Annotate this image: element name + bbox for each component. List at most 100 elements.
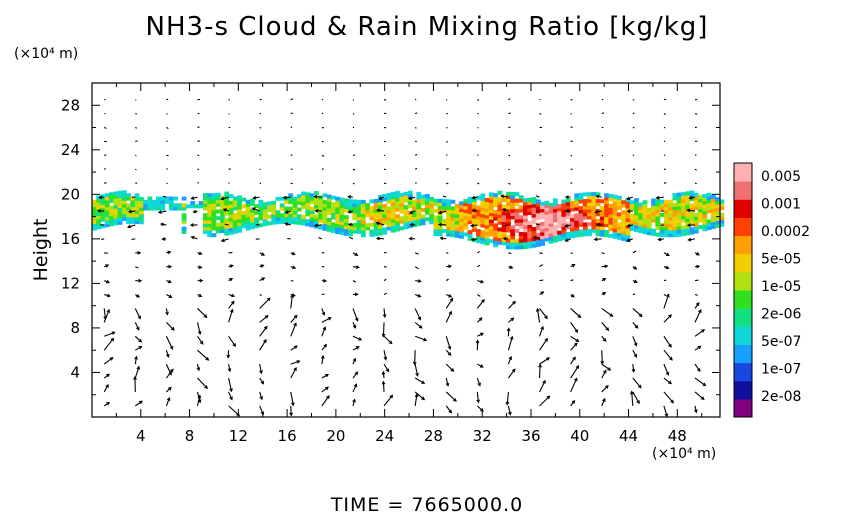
field-cell xyxy=(651,228,656,233)
wind-vector xyxy=(224,223,229,226)
field-cell xyxy=(710,198,716,203)
wind-vector xyxy=(501,195,509,198)
field-cell xyxy=(510,225,516,230)
field-cell xyxy=(544,230,550,235)
field-cell xyxy=(181,219,187,224)
field-cell xyxy=(390,222,396,226)
field-cell xyxy=(616,222,622,227)
field-cell xyxy=(292,200,298,205)
field-cell xyxy=(382,197,388,202)
field-cell xyxy=(356,229,362,234)
wind-vector xyxy=(694,363,701,372)
field-cell xyxy=(92,199,97,204)
wind-vector-head xyxy=(475,339,480,344)
field-cell xyxy=(92,203,97,208)
wind-vector xyxy=(103,338,114,351)
wind-vector xyxy=(663,335,672,348)
colorbar-frame xyxy=(733,162,753,418)
field-cell xyxy=(202,196,208,201)
field-cell xyxy=(215,196,221,201)
wind-vector xyxy=(535,195,540,198)
field-cell xyxy=(322,220,328,225)
field-cell xyxy=(134,200,140,204)
field-cell xyxy=(693,199,699,204)
wind-vector-head xyxy=(417,316,422,321)
field-cell xyxy=(109,195,114,200)
field-cell xyxy=(373,215,379,220)
field-cell xyxy=(467,213,473,218)
field-cell xyxy=(373,205,379,210)
wind-vector xyxy=(508,252,512,255)
field-cell xyxy=(326,204,332,209)
field-cell xyxy=(719,222,725,227)
field-cell xyxy=(249,208,255,213)
wind-vector-head xyxy=(602,292,607,296)
field-cell xyxy=(109,208,114,213)
field-cell xyxy=(100,194,106,199)
field-cell xyxy=(527,221,533,226)
field-cell xyxy=(224,204,230,209)
field-cell xyxy=(527,234,533,239)
field-cell xyxy=(271,210,277,215)
field-cell xyxy=(326,211,332,216)
field-cell xyxy=(578,192,584,197)
field-cell xyxy=(484,214,490,219)
field-cell xyxy=(262,218,268,223)
field-cell xyxy=(463,222,469,227)
field-cell xyxy=(352,216,358,221)
field-cell xyxy=(288,216,294,221)
wind-vector-head xyxy=(352,324,357,329)
field-cell xyxy=(531,233,537,238)
field-cell xyxy=(416,218,422,223)
field-cell xyxy=(433,228,439,233)
field-cell xyxy=(202,193,208,198)
field-cell xyxy=(463,225,469,230)
wind-vector xyxy=(663,113,666,115)
field-cell xyxy=(352,199,358,204)
field-cell xyxy=(245,206,251,211)
wind-vector-head xyxy=(437,210,442,215)
field-cell xyxy=(535,239,541,244)
field-cell xyxy=(672,216,678,221)
colorbar-label: 2e-06 xyxy=(761,307,801,323)
wind-vector-head xyxy=(260,411,265,416)
field-cell xyxy=(574,223,580,228)
field-cell xyxy=(424,217,430,222)
wind-vector xyxy=(290,280,294,282)
wind-vector xyxy=(414,377,425,384)
field-cell xyxy=(395,217,400,222)
wind-vector xyxy=(259,391,263,400)
wind-vector-head xyxy=(626,209,631,214)
field-cell xyxy=(527,231,533,236)
field-cell xyxy=(655,215,661,220)
wind-vector xyxy=(128,210,136,213)
field-cell xyxy=(237,212,242,217)
field-cell xyxy=(523,231,528,236)
wind-vector xyxy=(539,357,550,365)
field-cell xyxy=(523,211,528,216)
field-cell xyxy=(608,223,614,228)
field-cell xyxy=(220,222,225,227)
field-cell xyxy=(339,207,345,212)
wind-vector xyxy=(259,377,264,385)
wind-vector-head xyxy=(448,294,453,298)
wind-vector-head xyxy=(686,223,691,228)
field-cell xyxy=(373,222,379,227)
wind-vector-head xyxy=(358,337,363,341)
field-cell xyxy=(147,203,153,208)
wind-vector xyxy=(601,350,603,364)
wind-vector-head xyxy=(105,264,110,268)
field-cell xyxy=(548,236,554,241)
wind-vector-head xyxy=(355,346,360,350)
field-cell xyxy=(156,199,161,204)
field-cell xyxy=(463,199,469,203)
field-cell xyxy=(693,206,699,211)
wind-vector-head xyxy=(323,278,328,283)
field-cell xyxy=(241,224,247,229)
field-cell xyxy=(258,206,264,211)
field-cell xyxy=(548,233,554,237)
field-cell xyxy=(561,199,567,204)
field-cell xyxy=(497,210,503,215)
field-cell xyxy=(497,197,503,202)
field-cell xyxy=(138,220,144,225)
